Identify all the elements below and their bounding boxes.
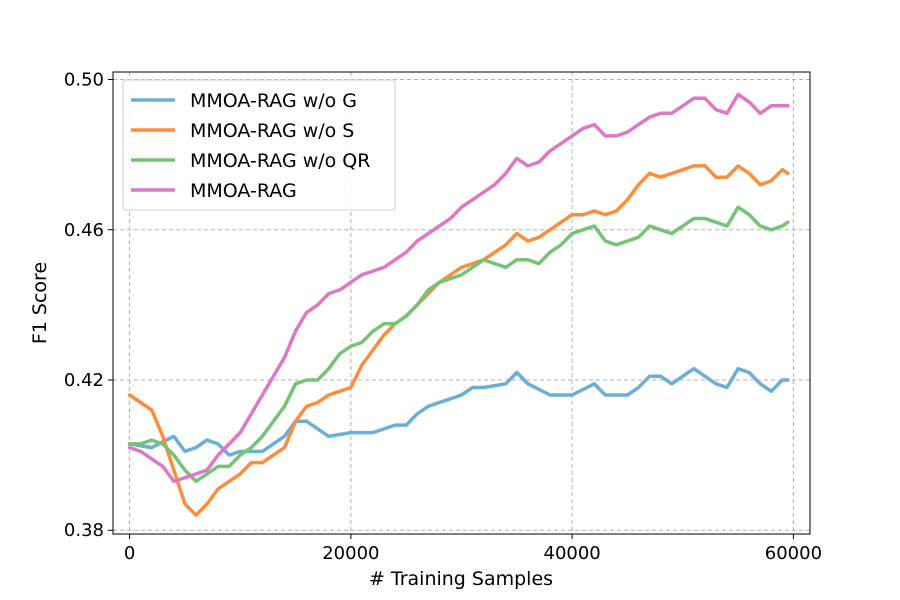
x-axis-ticks: 0 20000 40000 60000 <box>124 534 822 564</box>
legend-label: MMOA-RAG w/o S <box>190 120 354 142</box>
legend-label: MMOA-RAG w/o QR <box>190 150 370 172</box>
legend: MMOA-RAG w/o G MMOA-RAG w/o S MMOA-RAG w/o… <box>122 79 396 211</box>
y-tick-label: 0.42 <box>64 370 104 391</box>
series-line-3 <box>127 205 790 484</box>
y-tick-label: 0.38 <box>64 520 104 541</box>
x-tick-label: 60000 <box>765 543 822 564</box>
legend-item: MMOA-RAG w/o QR <box>131 150 370 172</box>
series-lines <box>127 92 790 517</box>
legend-item: MMOA-RAG w/o S <box>131 120 354 142</box>
y-axis-label: F1 Score <box>29 262 51 344</box>
series-line-4 <box>127 92 790 484</box>
x-axis-label: # Training Samples <box>369 568 553 590</box>
y-tick-label: 0.46 <box>64 220 104 241</box>
legend-label: MMOA-RAG <box>190 180 297 202</box>
x-tick-label: 0 <box>124 543 135 564</box>
legend-box <box>122 79 396 211</box>
y-axis-ticks: 0.38 0.42 0.46 0.50 <box>64 70 113 541</box>
y-tick-label: 0.50 <box>64 70 104 91</box>
x-tick-label: 40000 <box>544 543 601 564</box>
series-line-2 <box>127 164 790 517</box>
legend-items: MMOA-RAG w/o G MMOA-RAG w/o S MMOA-RAG w/o… <box>131 90 370 202</box>
x-tick-label: 20000 <box>322 543 379 564</box>
legend-item: MMOA-RAG <box>131 180 297 202</box>
legend-label: MMOA-RAG w/o G <box>190 90 357 112</box>
plot-frame <box>112 71 811 535</box>
legend-item: MMOA-RAG w/o G <box>131 90 357 112</box>
